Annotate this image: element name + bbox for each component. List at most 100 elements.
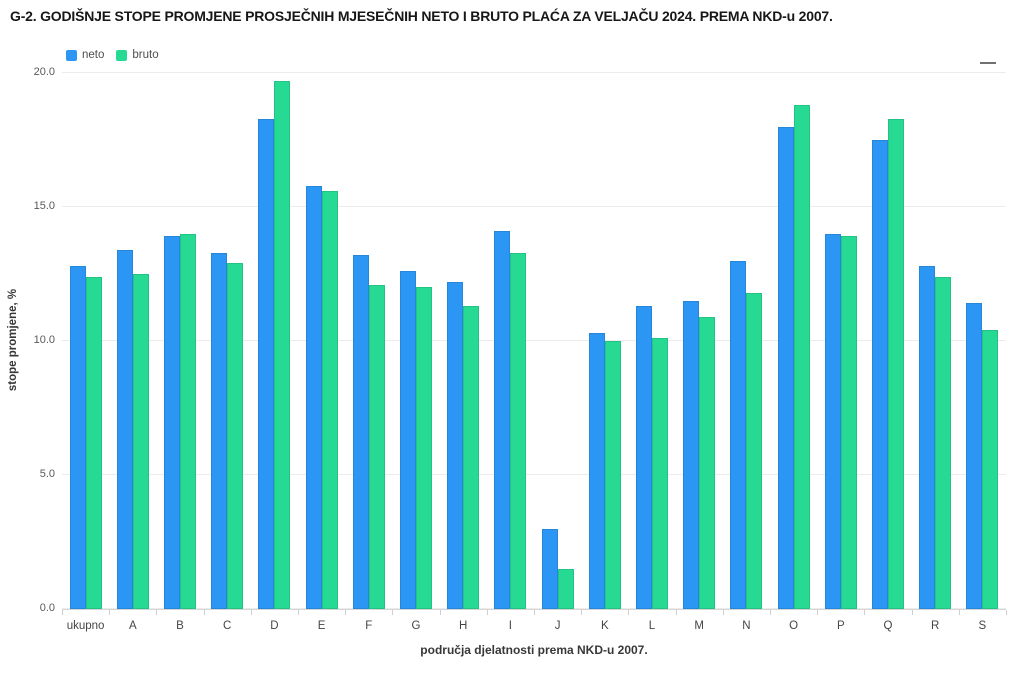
bar-neto-A[interactable] (116, 249, 133, 609)
bar-neto-K[interactable] (588, 332, 605, 609)
bar-neto-F[interactable] (352, 255, 369, 609)
x-category-label-I: I (508, 620, 512, 632)
bar-bruto-P[interactable] (840, 236, 857, 609)
bar-bruto-ukupno[interactable] (85, 276, 102, 609)
bar-neto-H[interactable] (447, 282, 464, 609)
legend: neto bruto (66, 49, 159, 61)
x-tick-mark (911, 610, 913, 615)
legend-item-bruto[interactable]: bruto (116, 49, 159, 61)
x-tick-mark (156, 610, 158, 615)
gridline (62, 72, 1006, 73)
x-category-label-M: M (694, 620, 704, 632)
gridline (62, 340, 1006, 341)
y-tick-label: 15.0 (33, 200, 55, 212)
x-category-label-A: A (128, 620, 137, 632)
plot-area (62, 72, 1007, 615)
x-category-label-P: P (836, 620, 845, 632)
bar-bruto-O[interactable] (793, 105, 810, 609)
chart-title: G-2. GODIŠNJE STOPE PROMJENE PROSJEČNIH … (10, 8, 833, 24)
x-tick-mark (62, 610, 63, 615)
x-category-label-C: C (223, 620, 232, 632)
x-axis-title: područja djelatnosti prema NKD-u 2007. (420, 643, 648, 657)
bar-bruto-S[interactable] (982, 330, 999, 609)
x-category-label-J: J (554, 620, 561, 632)
bar-neto-E[interactable] (305, 185, 322, 609)
bar-bruto-E[interactable] (321, 190, 338, 609)
x-tick-mark (203, 610, 205, 615)
bar-neto-S[interactable] (966, 303, 983, 609)
bar-bruto-I[interactable] (510, 252, 527, 609)
y-axis-title: stope promjene, % (7, 288, 19, 392)
x-category-label-H: H (459, 620, 468, 632)
bar-bruto-L[interactable] (652, 338, 668, 609)
x-tick-mark (392, 610, 394, 615)
x-tick-mark (581, 610, 583, 615)
x-tick-mark (250, 610, 252, 615)
bar-neto-D[interactable] (258, 118, 275, 609)
x-category-label-O: O (789, 620, 799, 632)
legend-item-neto[interactable]: neto (66, 49, 104, 61)
bar-neto-J[interactable] (541, 528, 558, 609)
x-axis-line (62, 609, 1006, 610)
bar-bruto-Q[interactable] (888, 118, 904, 609)
bar-bruto-H[interactable] (463, 306, 480, 609)
x-tick-mark (534, 610, 535, 615)
legend-swatch-bruto-icon (116, 49, 128, 61)
gridline (62, 206, 1006, 207)
bar-neto-I[interactable] (494, 231, 511, 609)
bar-bruto-G[interactable] (416, 287, 432, 609)
x-tick-mark (675, 610, 677, 615)
bar-neto-C[interactable] (211, 252, 228, 609)
x-tick-mark (628, 610, 630, 615)
bar-neto-N[interactable] (730, 260, 747, 609)
x-category-label-E: E (317, 620, 326, 632)
bar-neto-M[interactable] (683, 300, 700, 609)
x-tick-mark (864, 610, 866, 615)
bar-neto-R[interactable] (919, 265, 936, 609)
bar-bruto-A[interactable] (132, 274, 149, 609)
y-tick-label: 10.0 (33, 334, 55, 346)
x-tick-mark (958, 610, 960, 615)
bar-bruto-D[interactable] (274, 81, 291, 609)
x-tick-mark (345, 610, 347, 615)
x-category-label-Q: Q (883, 620, 893, 632)
x-tick-mark (817, 610, 819, 615)
legend-swatch-neto-icon (66, 49, 77, 61)
x-tick-mark (1006, 610, 1007, 615)
bar-neto-B[interactable] (164, 236, 180, 609)
x-tick-mark (298, 610, 299, 615)
x-category-label-S: S (978, 620, 987, 632)
bar-bruto-N[interactable] (746, 292, 763, 609)
x-category-label-D: D (270, 620, 279, 632)
x-category-label-L: L (648, 620, 656, 632)
bar-bruto-J[interactable] (557, 568, 574, 609)
bar-bruto-B[interactable] (180, 233, 196, 609)
legend-label-neto: neto (82, 49, 105, 61)
hamburger-menu-icon[interactable] (978, 48, 998, 64)
bar-bruto-K[interactable] (604, 341, 621, 609)
y-tick-label: 20.0 (33, 66, 55, 78)
y-tick-label: 0.0 (39, 602, 55, 614)
x-category-label-R: R (931, 620, 940, 632)
x-tick-mark (439, 610, 441, 615)
x-category-label-ukupno: ukupno (66, 620, 105, 632)
x-axis-tick-labels: ukupno A B C D E F G H I J K L M N O P Q R S (62, 620, 1006, 636)
x-tick-mark (486, 610, 488, 615)
bar-neto-Q[interactable] (872, 140, 888, 609)
hamburger-bar (980, 62, 996, 64)
bar-bruto-F[interactable] (368, 284, 385, 609)
bar-neto-O[interactable] (777, 126, 794, 609)
bar-neto-G[interactable] (400, 271, 416, 609)
bar-neto-P[interactable] (824, 233, 841, 609)
x-tick-mark (109, 610, 111, 615)
gridline (62, 608, 1006, 609)
bar-bruto-C[interactable] (227, 263, 244, 609)
y-tick-label: 5.0 (39, 468, 55, 480)
x-tick-mark (770, 610, 771, 615)
bar-bruto-R[interactable] (935, 276, 952, 609)
gridline (62, 474, 1006, 475)
bar-neto-ukupno[interactable] (69, 265, 86, 609)
bar-bruto-M[interactable] (699, 316, 716, 609)
bar-neto-L[interactable] (636, 306, 652, 609)
